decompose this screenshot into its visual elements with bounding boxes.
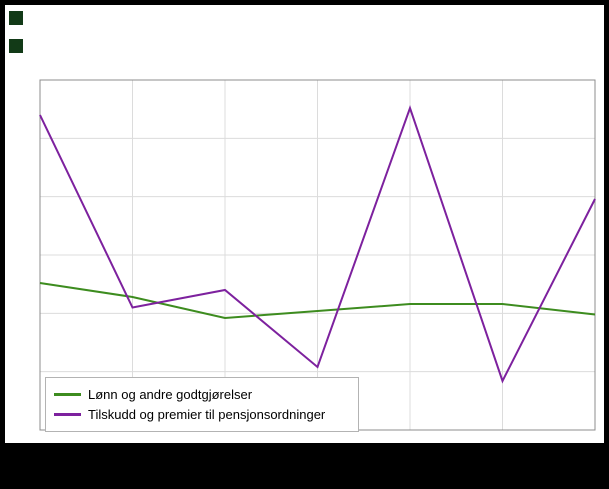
chart-svg xyxy=(39,79,596,431)
series-line-0 xyxy=(39,282,596,320)
legend-swatch-purple xyxy=(54,412,81,416)
legend-label-lonn: Lønn og andre godtgjørelser xyxy=(88,386,253,402)
legend-item-lonn: Lønn og andre godtgjørelser xyxy=(54,384,348,404)
series-line-1 xyxy=(39,104,596,384)
legend-label-tilskudd: Tilskudd og premier til pensjonsordninge… xyxy=(88,406,326,422)
legend-box: Lønn og andre godtgjørelser Tilskudd og … xyxy=(45,377,359,432)
chart-figure: Lønn og andre godtgjørelser Tilskudd og … xyxy=(5,5,604,443)
legend-item-tilskudd: Tilskudd og premier til pensjonsordninge… xyxy=(54,404,348,424)
logo-square-top xyxy=(9,11,23,25)
legend-swatch-green xyxy=(54,392,81,396)
logo-square-bottom xyxy=(9,39,23,53)
